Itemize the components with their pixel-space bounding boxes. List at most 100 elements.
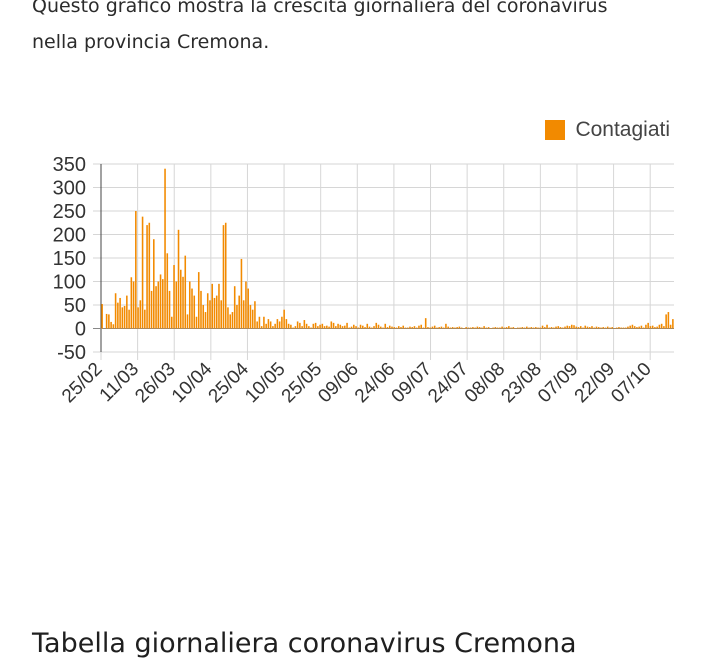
x-tick-label: 10/05 xyxy=(241,359,289,407)
bar xyxy=(153,239,155,329)
x-tick-label: 08/08 xyxy=(461,359,509,407)
bar xyxy=(505,327,508,329)
bar xyxy=(456,327,458,329)
bar xyxy=(386,327,389,329)
bar xyxy=(467,327,470,329)
bar xyxy=(301,326,303,329)
bar xyxy=(312,323,315,329)
bar xyxy=(375,322,378,329)
bar xyxy=(535,327,537,329)
bar xyxy=(238,295,240,329)
bar xyxy=(330,321,333,329)
bar xyxy=(132,281,135,329)
bar xyxy=(501,326,503,329)
bar xyxy=(559,327,562,329)
bar xyxy=(135,211,137,329)
bar xyxy=(575,326,578,329)
bar xyxy=(642,327,645,329)
bar xyxy=(364,327,366,329)
x-tick-label: 09/06 xyxy=(314,359,362,407)
bar xyxy=(627,326,629,329)
legend-label: Contagiati xyxy=(575,118,670,141)
y-tick-label: 150 xyxy=(53,248,86,270)
bar xyxy=(229,314,231,329)
x-tick-label: 07/09 xyxy=(534,359,582,407)
bar xyxy=(335,326,337,329)
x-tick-label: 11/03 xyxy=(96,359,143,406)
bar xyxy=(640,325,643,329)
bar xyxy=(137,307,139,329)
bar xyxy=(299,322,301,329)
bar xyxy=(141,216,144,329)
bar xyxy=(323,326,326,329)
bar xyxy=(388,325,391,329)
x-tick-label: 22/09 xyxy=(571,359,619,407)
bar xyxy=(220,300,223,329)
bar xyxy=(278,321,281,329)
bar xyxy=(130,277,133,329)
bar xyxy=(429,327,431,329)
x-tick-label: 25/05 xyxy=(278,359,326,407)
bar xyxy=(166,253,169,329)
bar xyxy=(114,293,117,329)
bar xyxy=(517,327,519,329)
y-tick-label: 50 xyxy=(64,295,86,317)
bar xyxy=(499,327,501,329)
bar xyxy=(359,324,362,329)
bar xyxy=(548,327,551,329)
bar xyxy=(292,327,294,329)
bar xyxy=(391,326,393,329)
bar xyxy=(112,324,115,329)
bar xyxy=(139,300,142,329)
x-tick-label: 24/07 xyxy=(424,359,472,407)
bar xyxy=(144,309,146,329)
bar xyxy=(182,276,184,329)
bar xyxy=(157,281,160,329)
bar xyxy=(530,327,533,329)
bar xyxy=(555,326,557,329)
y-tick-label: 300 xyxy=(53,178,86,200)
bar xyxy=(355,326,357,329)
bar xyxy=(384,323,387,329)
bar xyxy=(379,326,382,329)
bar xyxy=(613,328,616,329)
daily-cases-bar-chart: 350300250200150100500-5025/0211/0326/031… xyxy=(53,154,674,407)
bar xyxy=(400,327,402,329)
bar xyxy=(618,327,620,329)
chart-container: 350 300 250 200 150 100 50 0 -50 25/02 11/03 26/03 1… xyxy=(0,110,715,430)
bar xyxy=(305,323,308,329)
bar xyxy=(503,327,506,329)
bar xyxy=(242,300,245,329)
bar xyxy=(236,305,238,329)
bar xyxy=(476,326,479,329)
bar xyxy=(647,322,649,329)
bar xyxy=(427,327,429,329)
bar xyxy=(521,327,524,329)
bar xyxy=(321,323,324,329)
bar xyxy=(150,290,153,329)
bar xyxy=(606,326,609,329)
bar xyxy=(570,324,573,329)
bar xyxy=(440,326,443,329)
bar xyxy=(395,327,398,329)
bar xyxy=(420,324,422,329)
bar xyxy=(402,325,405,329)
bar xyxy=(465,327,467,329)
bar xyxy=(631,324,634,329)
bar xyxy=(170,316,173,329)
bar xyxy=(663,326,665,329)
bar xyxy=(611,327,613,329)
bar xyxy=(579,326,582,329)
bar xyxy=(541,325,544,329)
bar xyxy=(582,327,584,329)
bar xyxy=(665,314,667,329)
x-tick-label: 25/02 xyxy=(58,359,106,407)
bar xyxy=(519,327,521,329)
bar xyxy=(184,255,187,329)
bar xyxy=(667,312,670,329)
bar xyxy=(588,327,591,329)
chart-legend[interactable]: Contagiati xyxy=(545,118,670,142)
bar xyxy=(672,319,674,329)
bar xyxy=(193,295,196,329)
y-tick-label: -50 xyxy=(57,342,86,364)
